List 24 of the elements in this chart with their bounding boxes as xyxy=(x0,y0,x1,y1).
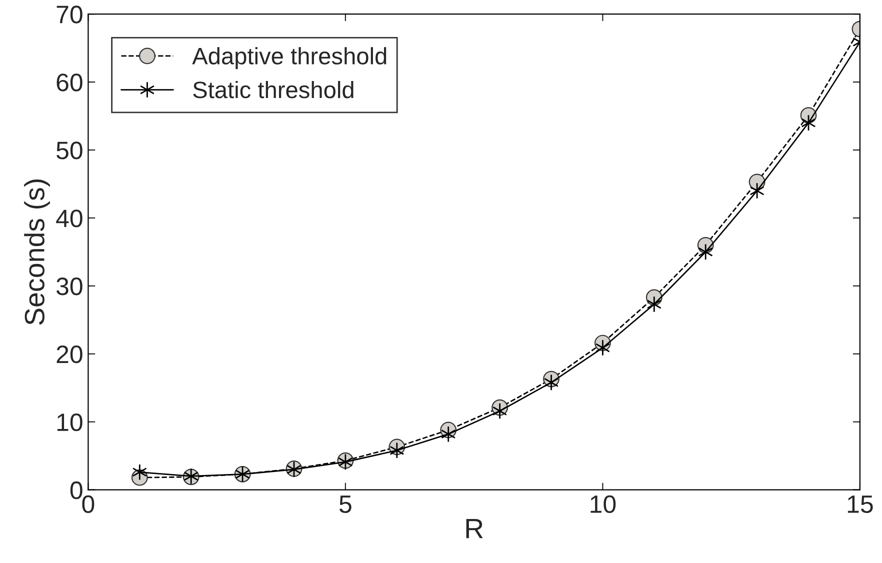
y-tick-label: 30 xyxy=(56,278,82,296)
y-tick-label: 0 xyxy=(70,481,82,500)
x-tick-label: 10 xyxy=(590,495,616,514)
y-tick-label: 40 xyxy=(56,210,82,228)
legend-label: Static threshold xyxy=(193,80,354,98)
point xyxy=(595,339,610,356)
x-tick-label: 15 xyxy=(848,496,873,514)
point xyxy=(698,244,713,260)
legend-label: Adaptive threshold xyxy=(192,47,386,70)
point xyxy=(544,374,559,391)
point xyxy=(646,296,662,313)
point xyxy=(132,464,147,480)
y-tick-label: 50 xyxy=(56,142,82,160)
y-tick-label: 60 xyxy=(56,74,82,92)
point xyxy=(441,426,456,442)
y-tick-label: 10 xyxy=(57,413,82,432)
point xyxy=(492,402,508,420)
y-tick-label: 20 xyxy=(56,345,82,364)
y-tick-label: 70 xyxy=(56,6,82,24)
x-tick-label: 5 xyxy=(340,496,352,514)
x-axis-title: R xyxy=(466,518,483,538)
x-tick-label: 0 xyxy=(82,495,94,514)
y-axis-title: Seconds (s) xyxy=(24,180,50,325)
point xyxy=(390,442,404,459)
